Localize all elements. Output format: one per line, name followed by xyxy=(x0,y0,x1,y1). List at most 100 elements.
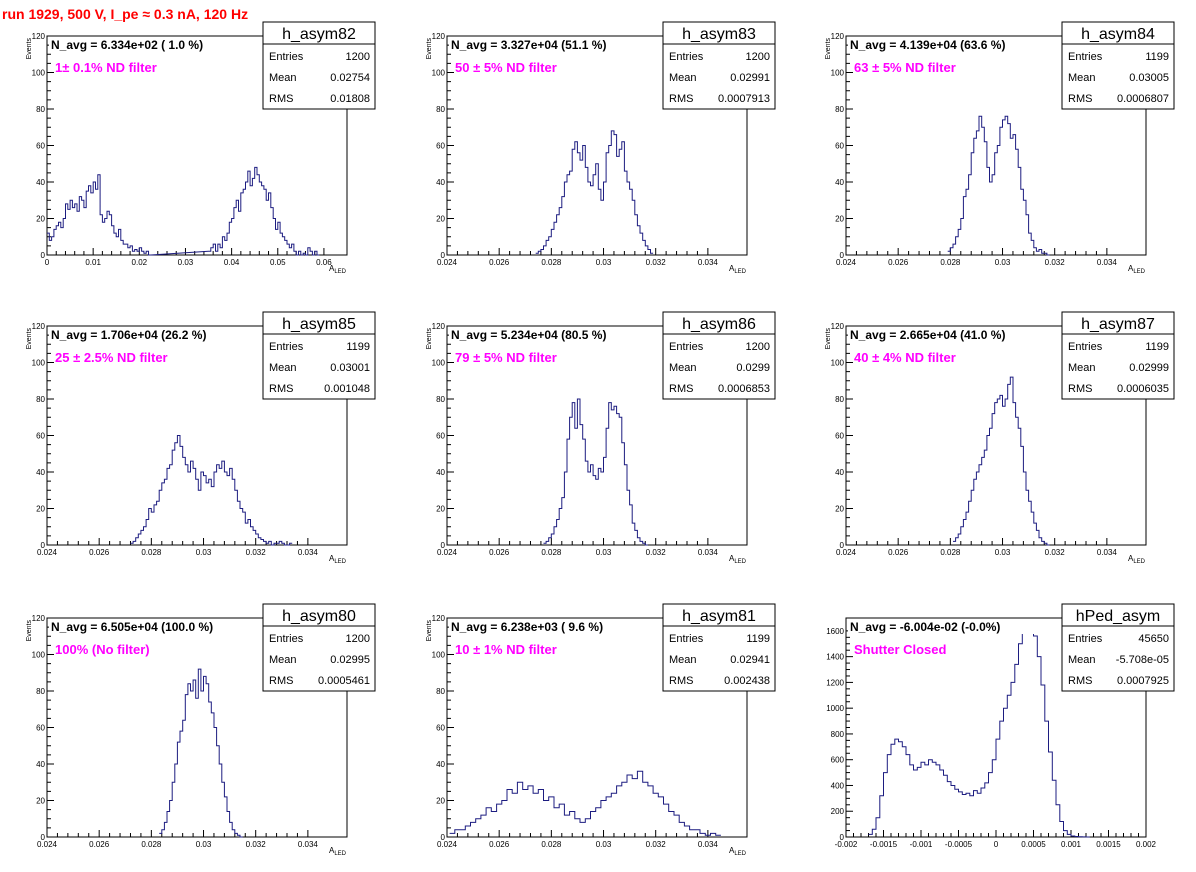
x-axis-label: ALED xyxy=(1128,554,1146,565)
y-tick-label: 100 xyxy=(831,359,845,368)
x-tick-label: 0.03 xyxy=(196,840,212,849)
y-tick-label: 0 xyxy=(41,833,46,842)
x-tick-label: 0.024 xyxy=(437,840,458,849)
x-axis-label-subscript: LED xyxy=(334,269,346,275)
stat-label: RMS xyxy=(669,675,693,687)
x-tick-label: -0.002 xyxy=(835,840,858,849)
y-tick-label: 80 xyxy=(436,687,445,696)
y-tick-label: 0 xyxy=(840,833,845,842)
stats-box xyxy=(262,21,376,110)
x-tick-label: 0.024 xyxy=(437,548,458,557)
y-axis-label: Events xyxy=(26,620,33,642)
x-tick-label: 0.032 xyxy=(1045,258,1066,267)
x-tick-label: 0.024 xyxy=(836,548,857,557)
x-tick-label: 0.034 xyxy=(1097,258,1118,267)
navg-background xyxy=(848,37,1048,52)
histogram-line xyxy=(947,115,1050,256)
x-axis-label: ALED xyxy=(329,264,347,275)
x-tick-label: 0.026 xyxy=(489,840,510,849)
stat-label: RMS xyxy=(1068,93,1092,105)
x-tick-label: 0.026 xyxy=(89,840,110,849)
navg-background xyxy=(449,37,649,52)
y-tick-label: 40 xyxy=(436,760,445,769)
y-tick-label: 20 xyxy=(835,505,844,514)
y-tick-label: 60 xyxy=(436,142,445,151)
histogram-panel-h_asym80: 0 20 40 60 80 100 120 0.024 0.026 0.028 0.03 0.032 0… xyxy=(26,603,376,857)
x-axis-label-subscript: LED xyxy=(1133,559,1145,565)
stat-value: 1200 xyxy=(746,51,770,63)
y-tick-label: 60 xyxy=(436,724,445,733)
x-tick-label: 0.001 xyxy=(1061,840,1082,849)
y-tick-label: 1000 xyxy=(826,704,844,713)
x-tick-label: 0.032 xyxy=(246,840,267,849)
x-tick-label: 0.024 xyxy=(437,258,458,267)
histogram-panel-hPed_asym: 0 200 400 600 800 1000 1200 1400 1600 -0.002 -0.00… xyxy=(826,603,1175,849)
histogram-name: h_asym83 xyxy=(682,26,756,43)
filter-label: 40 ± 4% ND filter xyxy=(854,350,956,365)
histogram-line xyxy=(953,376,1050,546)
x-tick-label: 0.026 xyxy=(888,548,909,557)
histogram-name: h_asym81 xyxy=(682,608,756,625)
x-axis-label: ALED xyxy=(329,846,347,857)
x-tick-label: -0.0015 xyxy=(870,840,898,849)
stat-value: 0.0005461 xyxy=(318,675,370,687)
x-tick-label: 0.034 xyxy=(1097,548,1118,557)
x-tick-label: 0.034 xyxy=(298,840,319,849)
histogram-name: h_asym80 xyxy=(282,608,356,625)
y-axis-label: Events xyxy=(825,38,832,60)
stat-value: 0.001048 xyxy=(324,383,370,395)
histogram-panel-h_asym86: 0 20 40 60 80 100 120 0.024 0.026 0.028 0.03 0.032 0… xyxy=(426,311,776,565)
y-tick-label: 20 xyxy=(436,505,445,514)
stat-label: RMS xyxy=(269,675,293,687)
histogram-panel-h_asym83: 0 20 40 60 80 100 120 0.024 0.026 0.028 0.03 0.032 0… xyxy=(426,21,776,275)
stat-value: 0.02754 xyxy=(330,72,370,84)
stats-box xyxy=(662,21,776,110)
x-tick-label: 0.028 xyxy=(541,258,562,267)
histogram-name: h_asym82 xyxy=(282,26,356,43)
x-tick-label: 0.032 xyxy=(246,548,267,557)
x-tick-label: 0.0015 xyxy=(1096,840,1121,849)
x-axis-label-subscript: LED xyxy=(734,851,746,857)
y-tick-label: 100 xyxy=(32,359,46,368)
x-tick-label: 0.032 xyxy=(646,258,667,267)
y-tick-label: 120 xyxy=(432,322,446,331)
y-tick-label: 100 xyxy=(432,69,446,78)
y-tick-label: 60 xyxy=(36,432,45,441)
navg-background xyxy=(49,37,249,52)
histogram-line xyxy=(543,398,648,546)
stats-box xyxy=(662,311,776,400)
navg-label: N_avg = 4.139e+04 (63.6 %) xyxy=(850,38,1005,52)
stat-value: 1199 xyxy=(1145,341,1169,353)
y-tick-label: 80 xyxy=(436,105,445,114)
stat-value: 1200 xyxy=(346,633,370,645)
filter-label: 100% (No filter) xyxy=(55,642,150,657)
x-tick-label: 0.032 xyxy=(1045,548,1066,557)
x-tick-label: 0.032 xyxy=(646,548,667,557)
filter-label: Shutter Closed xyxy=(854,642,947,657)
y-tick-label: 20 xyxy=(36,505,45,514)
x-tick-label: 0.03 xyxy=(596,840,612,849)
navg-label: N_avg = 6.505e+04 (100.0 %) xyxy=(51,620,213,634)
stat-label: Entries xyxy=(269,341,304,353)
x-tick-label: 0.03 xyxy=(596,548,612,557)
stat-value: 1200 xyxy=(746,341,770,353)
y-tick-label: 40 xyxy=(36,760,45,769)
x-tick-label: 0.03 xyxy=(596,258,612,267)
y-tick-label: 100 xyxy=(32,651,46,660)
stat-label: Entries xyxy=(669,341,704,353)
y-tick-label: 80 xyxy=(835,395,844,404)
x-tick-label: 0.026 xyxy=(489,548,510,557)
x-tick-label: 0.03 xyxy=(196,548,212,557)
y-tick-label: 20 xyxy=(436,797,445,806)
y-tick-label: 40 xyxy=(436,468,445,477)
navg-background xyxy=(449,327,649,342)
histogram-line xyxy=(868,623,1090,838)
stat-value: 0.02995 xyxy=(330,654,370,666)
stat-label: RMS xyxy=(269,93,293,105)
y-axis-label: Events xyxy=(426,38,433,60)
x-axis-label-subscript: LED xyxy=(734,559,746,565)
x-tick-label: 0.028 xyxy=(541,548,562,557)
y-tick-label: 20 xyxy=(36,797,45,806)
stat-value: 0.002438 xyxy=(724,675,770,687)
